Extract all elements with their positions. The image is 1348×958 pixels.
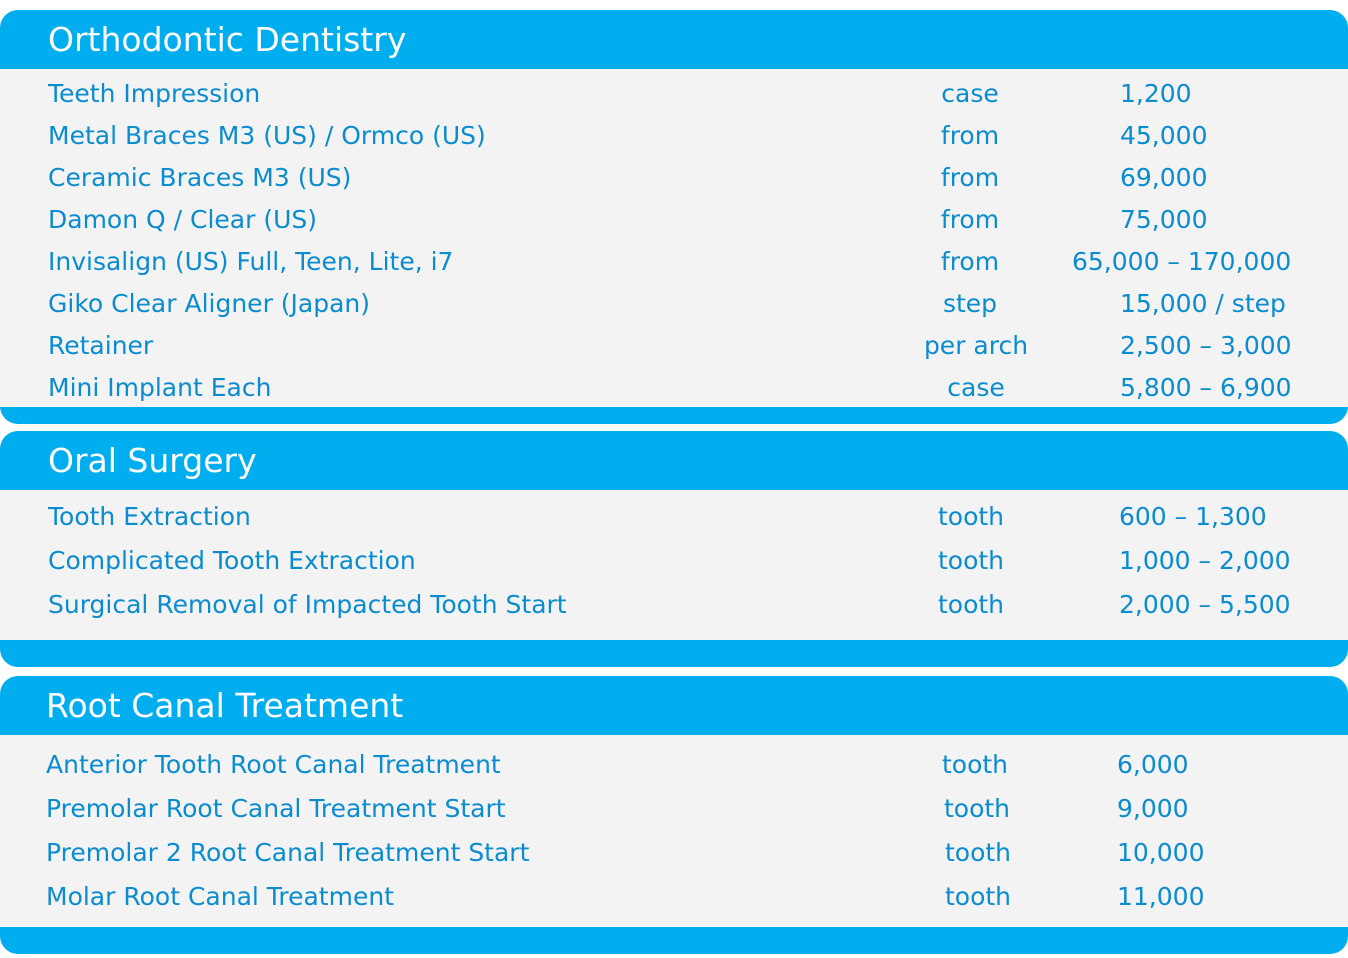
service-unit: tooth — [944, 838, 1012, 867]
service-price: 15,000 / step — [1120, 289, 1286, 318]
service-unit: case — [941, 79, 999, 108]
section-body: Tooth Extraction tooth 600 – 1,300 Compl… — [0, 490, 1348, 640]
service-unit: tooth — [944, 882, 1012, 911]
service-price: 45,000 — [1120, 121, 1208, 150]
service-unit: case — [947, 373, 1005, 402]
section-title: Oral Surgery — [48, 441, 257, 480]
service-price: 11,000 — [1117, 882, 1205, 911]
service-name: Giko Clear Aligner (Japan) — [48, 289, 371, 318]
service-price: 1,000 – 2,000 — [1119, 546, 1291, 575]
service-price: 9,000 — [1117, 794, 1189, 823]
service-name: Metal Braces M3 (US) / Ormco (US) — [48, 121, 486, 150]
service-price: 2,000 – 5,500 — [1119, 590, 1291, 619]
section-title: Orthodontic Dentistry — [48, 20, 407, 59]
section-oral-surgery: Oral Surgery Tooth Extraction tooth 600 … — [0, 431, 1348, 667]
service-unit: from — [940, 205, 1000, 234]
service-price: 600 – 1,300 — [1119, 502, 1267, 531]
service-unit: tooth — [937, 502, 1005, 531]
service-name: Invisalign (US) Full, Teen, Lite, i7 — [48, 247, 454, 276]
service-unit: step — [942, 289, 998, 318]
service-name: Mini Implant Each — [48, 373, 272, 402]
service-name: Surgical Removal of Impacted Tooth Start — [48, 590, 567, 619]
service-name: Premolar Root Canal Treatment Start — [46, 794, 506, 823]
service-price: 10,000 — [1117, 838, 1205, 867]
service-unit: from — [940, 121, 1000, 150]
section-root-canal: Root Canal Treatment Anterior Tooth Root… — [0, 676, 1348, 954]
service-name: Complicated Tooth Extraction — [48, 546, 416, 575]
section-body: Anterior Tooth Root Canal Treatment toot… — [0, 735, 1348, 927]
service-name: Teeth Impression — [48, 79, 261, 108]
section-body: Teeth Impression case 1,200 Metal Braces… — [0, 69, 1348, 407]
service-unit: from — [940, 247, 1000, 276]
service-price: 69,000 — [1120, 163, 1208, 192]
section-orthodontic: Orthodontic Dentistry Teeth Impression c… — [0, 10, 1348, 424]
service-unit: tooth — [937, 590, 1005, 619]
service-price: 65,000 – 170,000 — [1072, 247, 1292, 276]
service-name: Tooth Extraction — [48, 502, 251, 531]
service-unit: tooth — [937, 546, 1005, 575]
service-name: Damon Q / Clear (US) — [48, 205, 318, 234]
service-name: Retainer — [48, 331, 154, 360]
service-price: 75,000 — [1120, 205, 1208, 234]
service-name: Premolar 2 Root Canal Treatment Start — [46, 838, 530, 867]
service-name: Ceramic Braces M3 (US) — [48, 163, 352, 192]
section-title: Root Canal Treatment — [46, 686, 404, 725]
service-unit: tooth — [943, 794, 1011, 823]
service-unit: per arch — [923, 331, 1029, 360]
service-unit: tooth — [941, 750, 1009, 779]
service-price: 6,000 — [1117, 750, 1189, 779]
service-name: Molar Root Canal Treatment — [46, 882, 394, 911]
service-name: Anterior Tooth Root Canal Treatment — [46, 750, 501, 779]
service-price: 1,200 — [1120, 79, 1192, 108]
service-unit: from — [940, 163, 1000, 192]
service-price: 5,800 – 6,900 — [1120, 373, 1292, 402]
service-price: 2,500 – 3,000 — [1120, 331, 1292, 360]
